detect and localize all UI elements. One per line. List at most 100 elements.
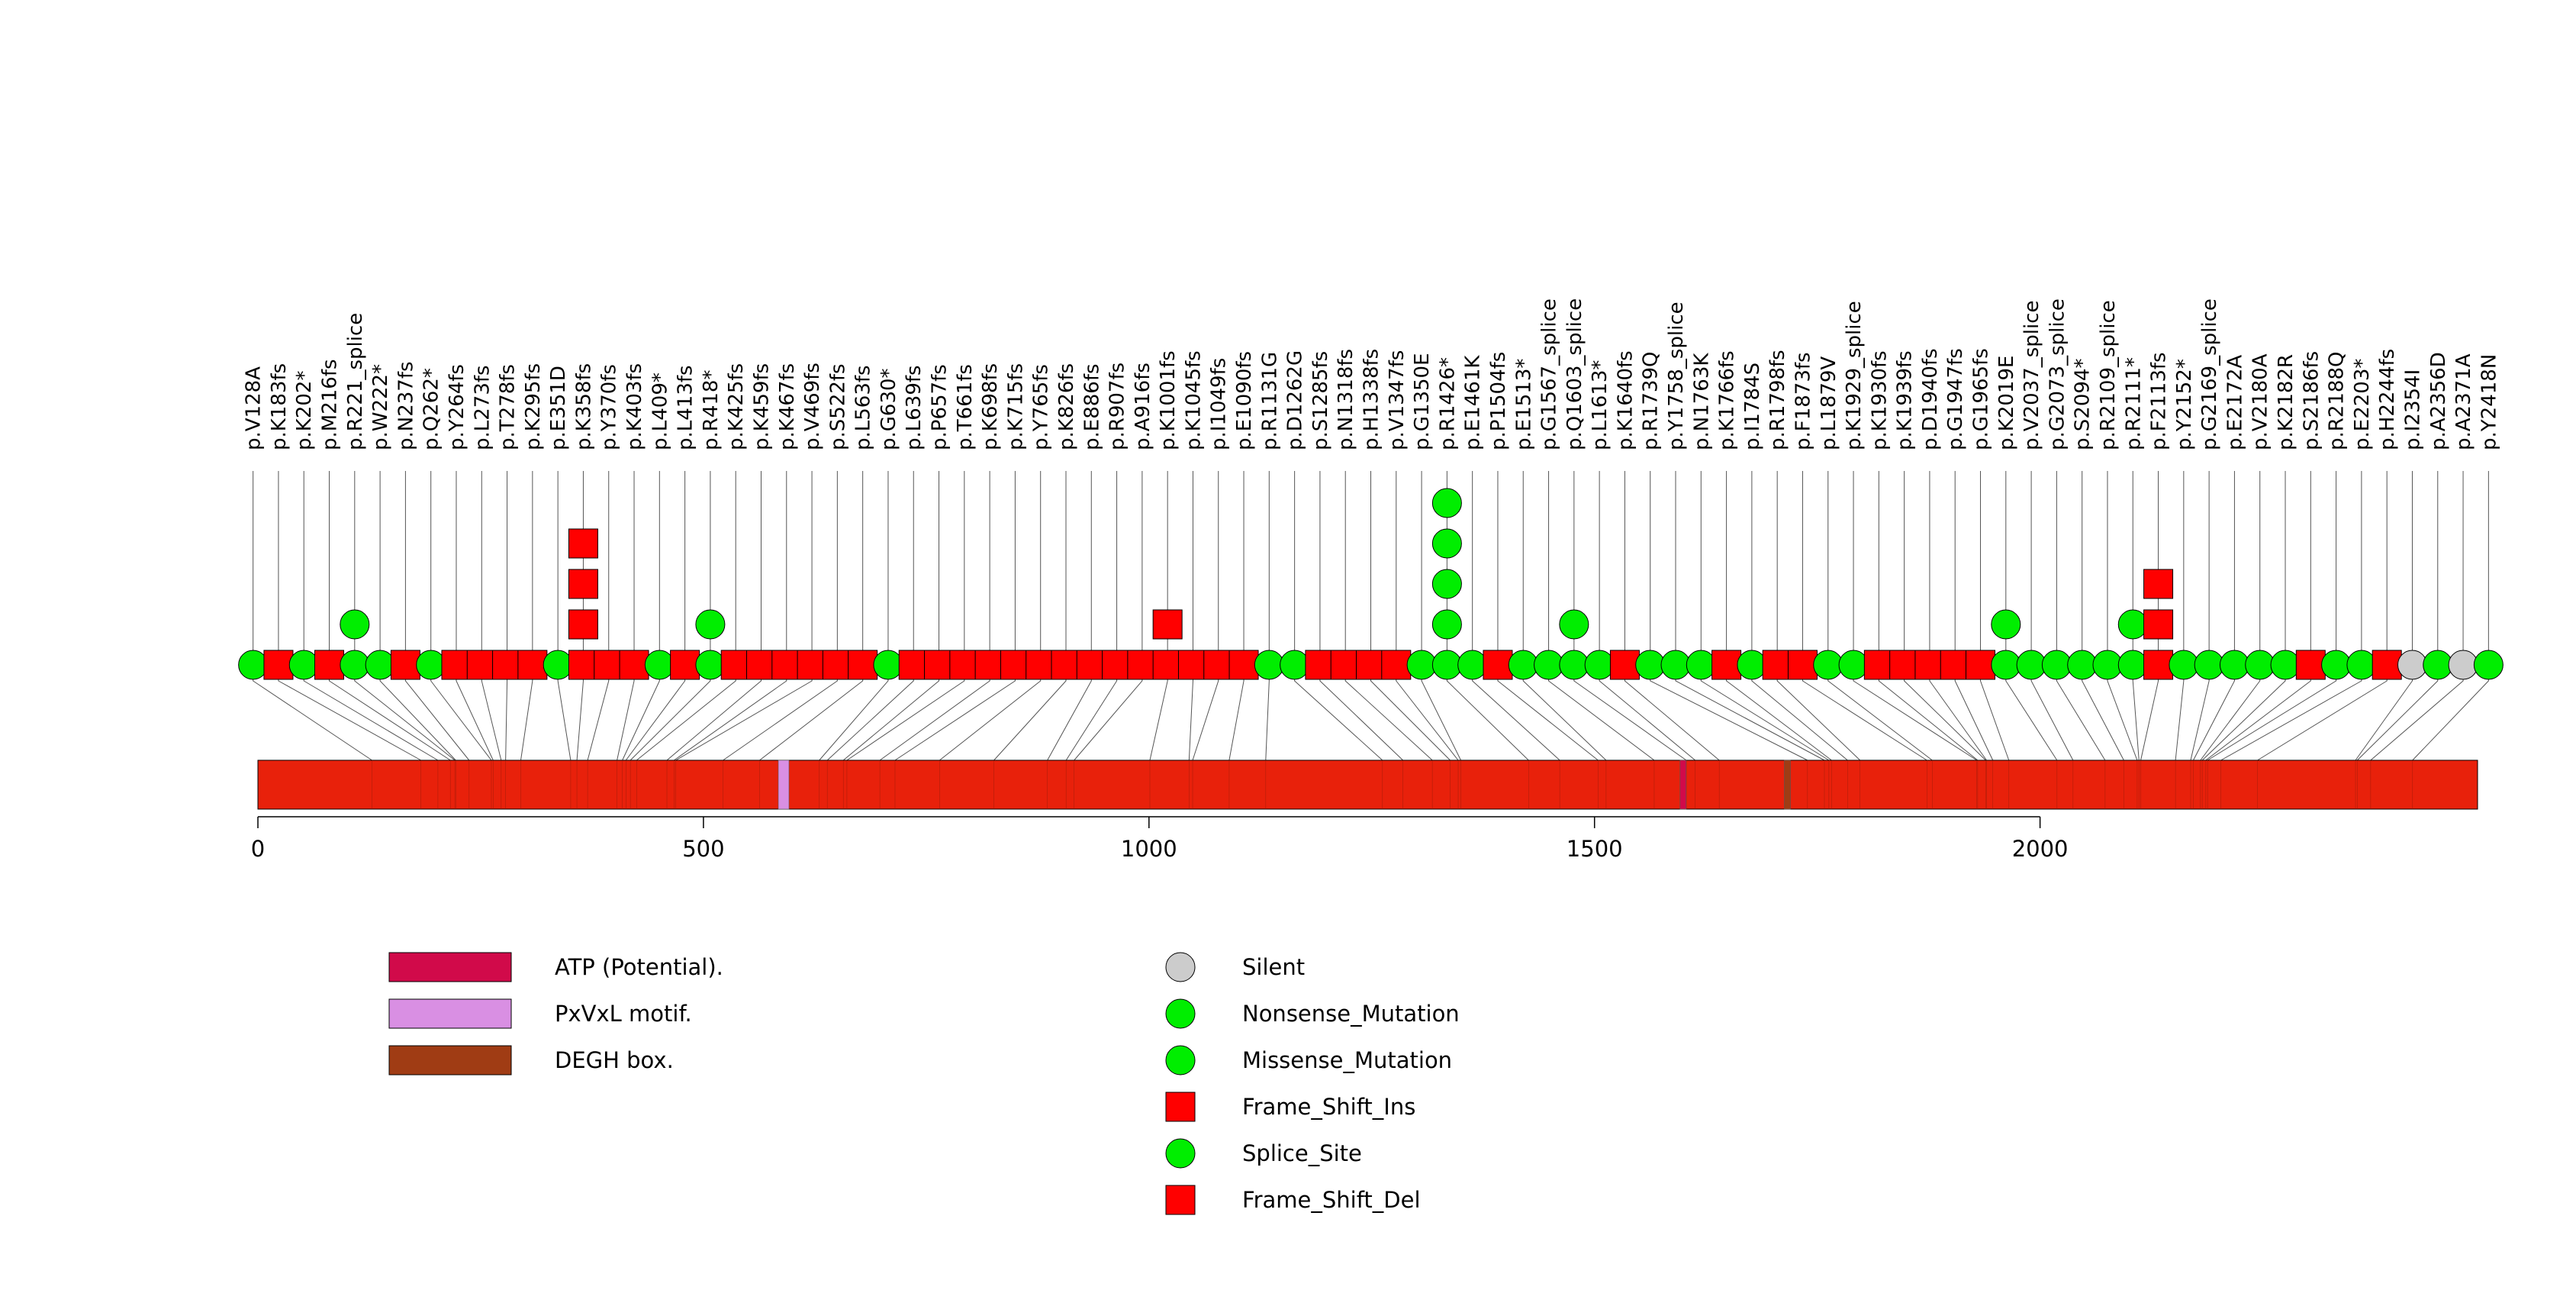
mutation-p-r1426-connector (1446, 679, 1529, 761)
mutation-p-l563fs-label: p.L563fs (852, 365, 875, 450)
legend-swatch-pxvxl-motif (388, 998, 512, 1029)
mutation-p-q262-connector (430, 679, 492, 761)
mutation-p-g1947fs-marker (1940, 650, 1970, 680)
mutation-p-r1426-marker (1431, 569, 1462, 599)
domain-atp-potential (1679, 759, 1687, 810)
mutation-p-r418-marker (695, 650, 726, 680)
mutation-p-y370fs-label: p.Y370fs (598, 364, 621, 450)
mutation-p-p1504fs-connector (1497, 679, 1599, 761)
mutation-p-r1131g-label: p.R1131G (1258, 352, 1281, 450)
mutation-p-t278fs-marker (492, 650, 523, 680)
mutation-p-g630-marker (873, 650, 903, 680)
mutation-p-f1873fs-connector (1802, 679, 1927, 761)
mutation-p-h1338fs-marker (1356, 650, 1386, 680)
mutation-p-t661fs-label: p.T661fs (954, 364, 977, 450)
mutation-p-p1504fs-marker (1483, 650, 1513, 680)
mutation-p-l409-label: p.L409* (649, 372, 671, 450)
mutation-p-v2180a-connector (2200, 679, 2261, 761)
mutation-p-r2109-splice-connector (2107, 679, 2138, 761)
mutation-p-w222-marker (365, 650, 395, 680)
mutation-p-l563fs-marker (848, 650, 878, 680)
mutation-p-v128a-marker (238, 650, 269, 680)
mutation-p-k295fs-label: p.K295fs (522, 363, 545, 450)
mutation-p-e2172a-label: p.E2172A (2223, 355, 2246, 450)
mutation-p-k183fs-marker (263, 650, 294, 680)
legend: ATP (Potential). PxVxL motif. DEGH box. Sil… (388, 952, 1460, 1215)
legend-marker-missense-mutation (1165, 1045, 1196, 1076)
mutation-p-e1090fs-label: p.E1090fs (1233, 351, 1256, 450)
mutation-p-f2113fs-label: p.F2113fs (2148, 352, 2171, 450)
mutation-p-p1504fs-label: p.P1504fs (1487, 352, 1510, 450)
legend-marker-frame-shift-ins (1165, 1092, 1196, 1122)
mutation-p-r907fs-label: p.R907fs (1106, 363, 1129, 450)
mutation-p-k2182r-connector (2201, 679, 2286, 761)
x-axis: 0 500 1000 1500 2000 (251, 816, 2069, 862)
mutation-p-h2244fs-label: p.H2244fs (2376, 349, 2399, 450)
mutation-p-l413fs-marker (670, 650, 700, 680)
mutation-p-k2019e-connector (2005, 679, 2058, 761)
mutation-p-k1930fs-connector (1878, 679, 1979, 761)
mutation-p-e886fs-connector (1047, 679, 1092, 761)
mutation-p-k1045fs-label: p.K1045fs (1182, 350, 1205, 450)
mutation-p-e886fs-marker (1076, 650, 1106, 680)
mutation-p-r221-splice-marker (340, 609, 370, 640)
mutation-p-p657fs-marker (924, 650, 955, 680)
mutation-p-f2113fs-marker (2143, 569, 2174, 599)
mutation-p-v469fs-connector (675, 679, 813, 761)
domain-pxvxl-motif (778, 759, 790, 810)
mutation-p-g2169-splice-label: p.G2169_splice (2198, 298, 2221, 450)
mutation-p-k358fs-marker (568, 569, 598, 599)
mutation-p-k1939fs-label: p.K1939fs (1894, 350, 1917, 450)
mutation-p-a2371a-label: p.A2371A (2452, 353, 2475, 450)
mutation-p-i1784s-marker (1737, 650, 1767, 680)
mutation-p-q1603-splice-connector (1573, 679, 1687, 761)
mutation-p-y2152-label: p.Y2152* (2173, 359, 2196, 450)
mutation-p-a916fs-marker (1127, 650, 1158, 680)
mutation-p-k403fs-label: p.K403fs (623, 363, 646, 450)
mutation-p-r1131g-connector (1265, 679, 1270, 761)
mutation-p-g2073-splice-marker (2041, 650, 2072, 680)
mutation-p-r221-splice-connector (354, 679, 456, 761)
mutation-p-v128a-connector (253, 679, 372, 761)
mutation-p-k1001fs-marker (1152, 650, 1183, 680)
mutation-p-l639fs-label: p.L639fs (903, 365, 926, 450)
mutation-p-a916fs-label: p.A916fs (1132, 363, 1154, 450)
mutation-p-h2244fs-marker (2372, 650, 2402, 680)
x-tick-label-2000: 2000 (2012, 836, 2069, 862)
mutation-p-g630-connector (819, 679, 889, 761)
mutation-p-q1603-splice-marker (1559, 650, 1589, 680)
legend-marker-splice-site (1165, 1138, 1196, 1169)
mutation-p-r418-connector (630, 679, 711, 761)
mutation-p-v2037-splice-connector (2030, 679, 2074, 761)
mutation-p-l1879v-marker (1813, 650, 1843, 680)
mutation-p-a916fs-connector (1074, 679, 1143, 761)
mutation-p-a2371a-connector (2370, 679, 2464, 761)
mutation-p-s1285fs-label: p.S1285fs (1309, 351, 1332, 450)
mutation-p-k715fs-connector (894, 679, 1016, 761)
mutation-p-k826fs-marker (1051, 650, 1081, 680)
mutation-p-g1965fs-marker (1966, 650, 1996, 680)
mutation-p-l273fs-connector (481, 679, 502, 761)
mutation-p-v2037-splice-marker (2016, 650, 2046, 680)
mutation-p-k358fs-marker (568, 528, 598, 559)
mutation-p-k1766fs-connector (1726, 679, 1832, 761)
mutation-p-l1879v-label: p.L1879V (1818, 356, 1840, 450)
mutation-p-g1350e-marker (1406, 650, 1437, 680)
mutation-p-d1262g-connector (1294, 679, 1383, 761)
mutation-p-l1879v-connector (1827, 679, 1933, 761)
mutation-p-n1318fs-connector (1344, 679, 1433, 761)
mutation-p-e2203-label: p.E2203* (2351, 359, 2374, 450)
mutation-p-l273fs-label: p.L273fs (471, 365, 494, 450)
mutation-p-k698fs-connector (879, 679, 990, 761)
mutation-p-v2037-splice-label: p.V2037_splice (2021, 300, 2043, 450)
mutation-p-v469fs-marker (797, 650, 827, 680)
mutation-p-k826fs-label: p.K826fs (1055, 363, 1078, 450)
mutation-p-k1930fs-marker (1863, 650, 1894, 680)
legend-label-atp-potential: ATP (Potential). (555, 954, 723, 980)
mutation-p-d1262g-marker (1280, 650, 1310, 680)
mutation-p-r1739q-marker (1635, 650, 1666, 680)
mutation-p-k358fs-connector (576, 679, 584, 761)
mutation-p-k183fs-label: p.K183fs (268, 363, 291, 450)
mutation-p-k1001fs-marker (1152, 609, 1183, 640)
